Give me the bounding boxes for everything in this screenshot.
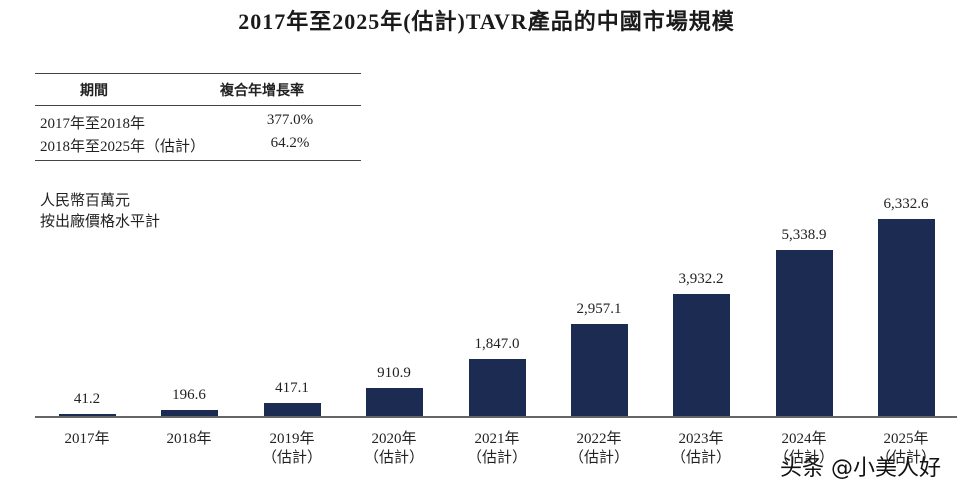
unit-line: 人民幣百萬元 (40, 193, 131, 209)
bar (59, 414, 116, 416)
x-tick-label: 2022年 （估計） (568, 431, 629, 466)
bar-value-label: 3,932.2 (678, 271, 724, 287)
x-tick-label: 2024年 （估計） (773, 431, 834, 466)
cagr-rate: 377.0% (266, 112, 314, 128)
bar (161, 410, 218, 416)
header-cagr: 複合年增長率 (220, 83, 304, 99)
x-tick-label: 2023年 （估計） (670, 431, 731, 466)
bar (264, 403, 321, 416)
bar (469, 359, 526, 416)
bar-value-label: 196.6 (172, 387, 206, 403)
x-tick-label: 2019年 （估計） (261, 431, 322, 466)
bar (571, 324, 628, 416)
unit-line: 按出廠價格水平計 (40, 214, 161, 230)
x-axis-line (35, 416, 957, 418)
watermark: 头条 @小美人好 (780, 456, 941, 481)
bar-value-label: 2,957.1 (576, 301, 622, 317)
table-rule-bottom (35, 160, 361, 161)
bar-value-label: 910.9 (377, 365, 411, 381)
cagr-rate: 64.2% (270, 135, 310, 151)
cagr-table-header: 期間 複合年增長率 (35, 80, 361, 104)
bar (673, 294, 730, 416)
table-rule-mid (35, 105, 361, 106)
bar-value-label: 6,332.6 (883, 196, 929, 212)
bar-value-label: 5,338.9 (781, 227, 827, 243)
x-tick-label: 2017年 (64, 431, 110, 447)
header-period: 期間 (80, 83, 108, 99)
x-tick-label: 2021年 （估計） (466, 431, 527, 466)
bar-value-label: 1,847.0 (474, 336, 520, 352)
x-tick-label: 2020年 （估計） (363, 431, 424, 466)
cagr-period: 2017年至2018年 (40, 116, 146, 132)
cagr-period: 2018年至2025年（估計） (40, 139, 206, 155)
bar (878, 219, 935, 416)
bar (776, 250, 833, 416)
cagr-row: 2017年至2018年 377.0% (35, 112, 361, 134)
table-rule-top (35, 73, 361, 74)
x-tick-label: 2025年 （估計） (875, 431, 936, 466)
bar-value-label: 41.2 (73, 391, 101, 407)
chart-title: 2017年至2025年(估計)TAVR產品的中國市場規模 (238, 9, 735, 34)
bar-value-label: 417.1 (275, 380, 309, 396)
x-tick-label: 2018年 (166, 431, 212, 447)
bar (366, 388, 423, 416)
cagr-row: 2018年至2025年（估計） 64.2% (35, 135, 361, 157)
unit-note: 人民幣百萬元 按出廠價格水平計 (40, 191, 160, 233)
